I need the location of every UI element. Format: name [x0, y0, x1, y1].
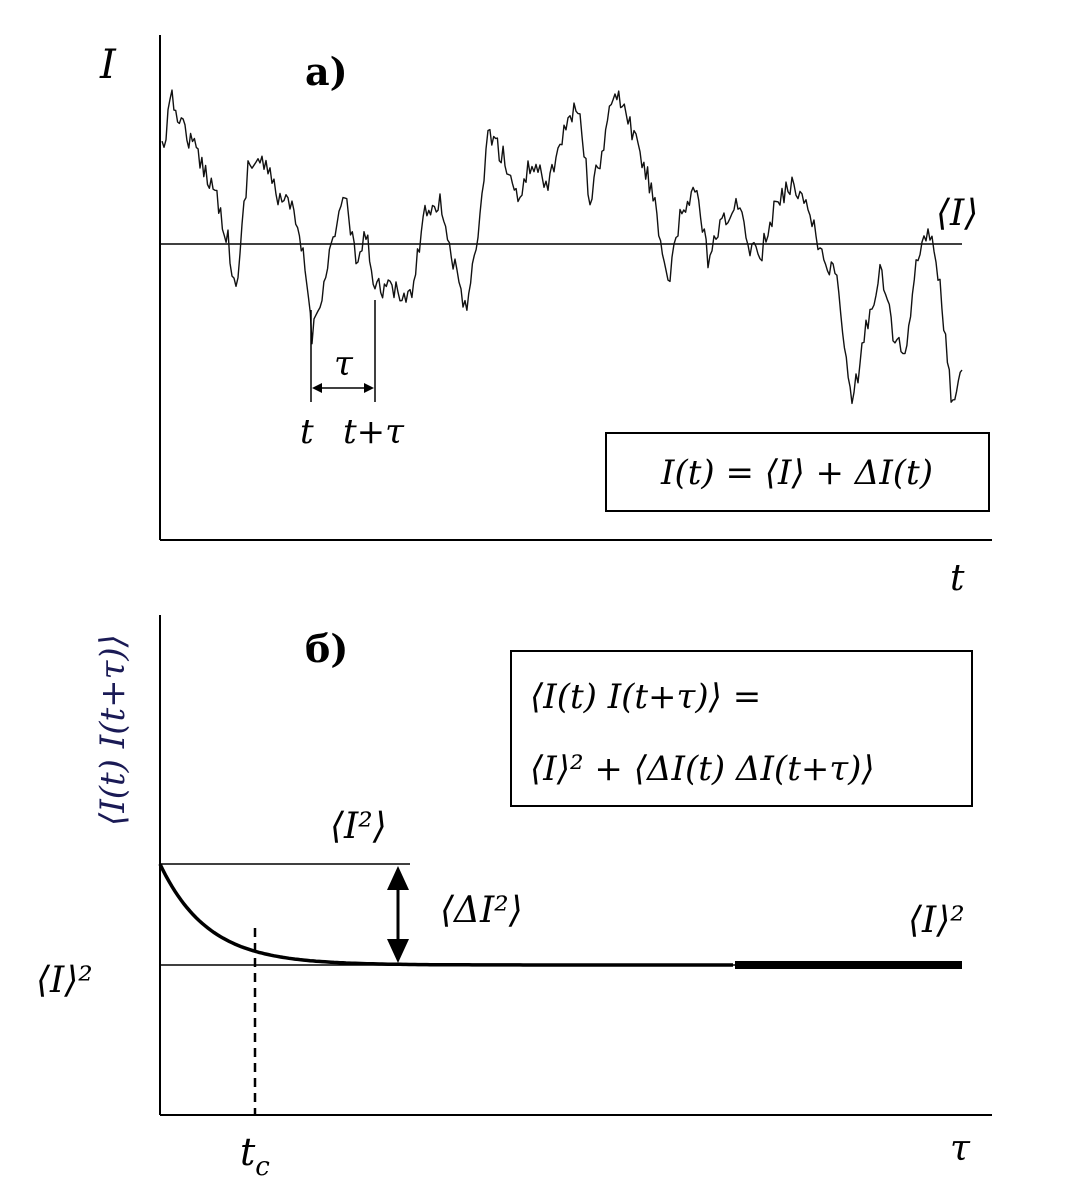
panel-a-label: a)	[305, 49, 348, 94]
panel-a-t-label: t	[300, 412, 314, 452]
panel-a-tau-arrowhead-right	[364, 383, 374, 393]
panel-a-mean-label: ⟨I⟩	[936, 193, 978, 234]
panel-b-label: б)	[305, 626, 348, 671]
panel-a-signal-trace	[161, 89, 963, 405]
panel-a: a) I t ⟨I⟩ τ t t+τ I(t) = ⟨I⟩ + ΔI(t)	[99, 35, 992, 599]
panel-b-delta-arrowhead-up	[387, 866, 409, 890]
panel-b-mean-sq-label-right: ⟨I⟩²	[908, 900, 965, 941]
panel-b-y-axis-label: ⟨I(t) I(t+τ)⟩	[93, 634, 133, 826]
panel-b: ⟨I(t) I(t+τ)⟩ б) τ ⟨I(t) I(t+τ)⟩ = ⟨I⟩² …	[36, 615, 992, 1182]
panel-b-x-axis-label: τ	[950, 1128, 971, 1169]
panel-a-formula: I(t) = ⟨I⟩ + ΔI(t)	[660, 453, 933, 493]
panel-b-formula-line1: ⟨I(t) I(t+τ)⟩ =	[530, 677, 761, 717]
panel-a-x-axis-label: t	[950, 558, 965, 599]
panel-b-tc-label: tc	[240, 1130, 270, 1182]
panel-a-formula-box	[605, 432, 990, 512]
panel-b-formula-line2: ⟨I⟩² + ⟨ΔI(t) ΔI(t+τ)⟩	[530, 749, 875, 789]
panel-a-tau-label: τ	[334, 344, 354, 384]
panel-b-tc-subscript: c	[255, 1152, 270, 1182]
panel-a-t-plus-tau-label: t+τ	[343, 412, 405, 452]
panel-b-i2-mean-label: ⟨I²⟩	[330, 806, 387, 847]
panel-b-mean-sq-label-left: ⟨I⟩²	[36, 960, 93, 1001]
panel-b-delta-i2-label: ⟨ΔI²⟩	[440, 890, 523, 931]
panel-a-tau-arrowhead-left	[312, 383, 322, 393]
panel-a-y-axis-label: I	[99, 42, 117, 88]
panel-b-delta-arrowhead-down	[387, 939, 409, 963]
panel-b-tc-main: t	[240, 1130, 256, 1174]
panel-b-formula-box	[510, 650, 973, 807]
